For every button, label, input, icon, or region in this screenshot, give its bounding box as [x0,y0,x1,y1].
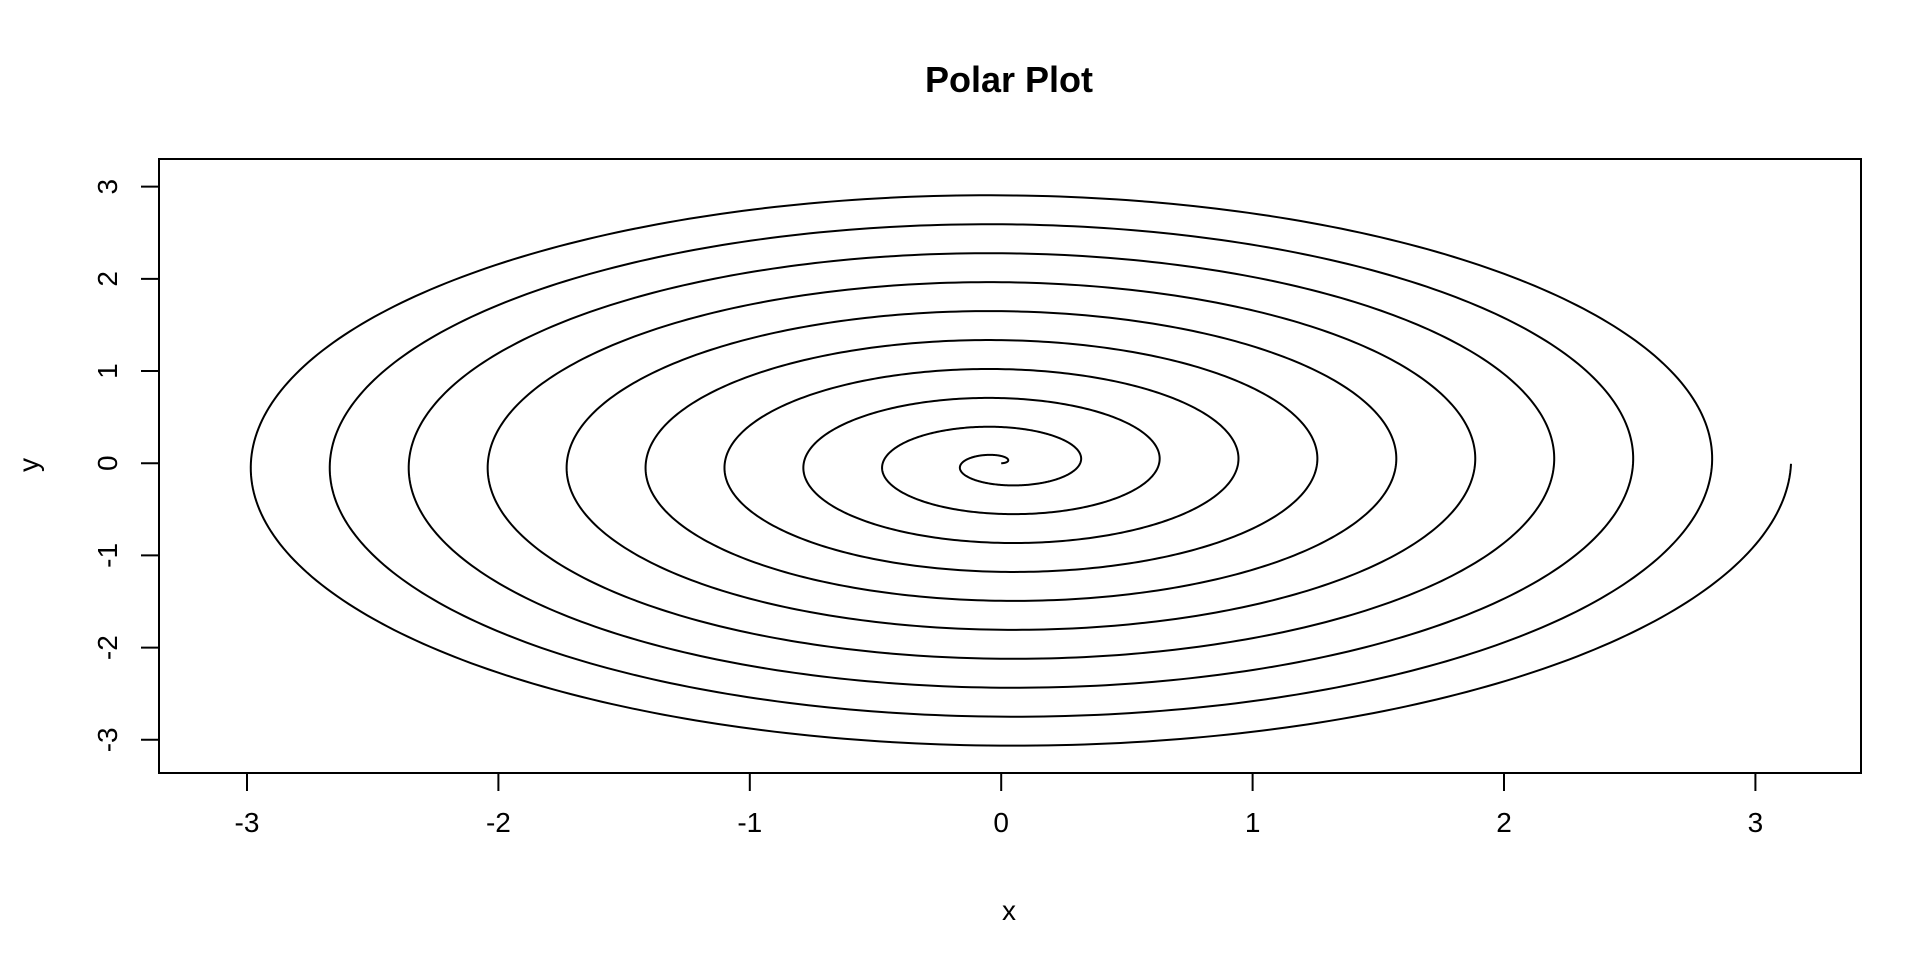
y-tick-label: -1 [92,543,123,568]
y-axis: -3 -2 -1 0 1 2 3 [92,179,160,752]
y-tick-label: 1 [92,363,123,379]
x-axis-label: x [1002,895,1016,926]
x-axis: -3 -2 -1 0 1 2 3 [235,772,1764,838]
y-tick-label: 0 [92,455,123,471]
y-tick-label: -2 [92,635,123,660]
x-tick-label: 0 [993,807,1009,838]
y-tick-label: 3 [92,179,123,195]
y-tick-label: -3 [92,727,123,752]
x-tick-label: 3 [1748,807,1764,838]
x-tick-label: -3 [235,807,260,838]
x-tick-label: 2 [1496,807,1512,838]
x-tick-label: -1 [737,807,762,838]
x-tick-label: 1 [1245,807,1261,838]
chart-title: Polar Plot [925,59,1093,100]
y-axis-label: y [13,458,44,472]
y-tick-label: 2 [92,271,123,287]
spiral-line [249,194,1793,747]
x-tick-label: -2 [486,807,511,838]
plot-frame [158,158,1862,774]
